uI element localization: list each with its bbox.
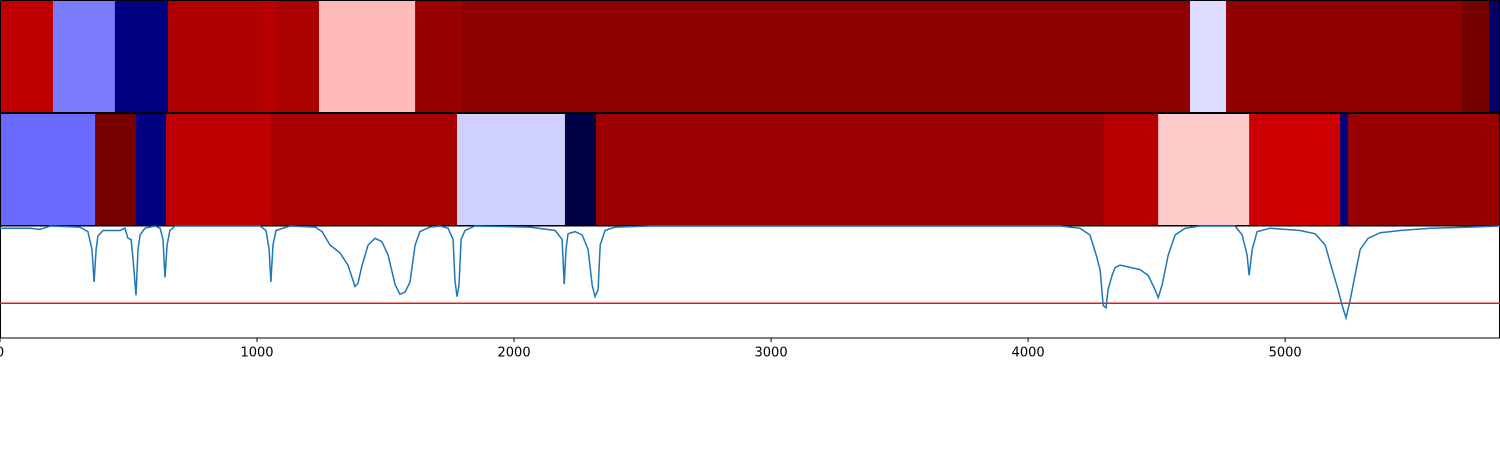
strip-segment xyxy=(456,113,566,225)
x-tick-label: 0 xyxy=(0,346,4,361)
x-tick-label: 3000 xyxy=(755,346,788,361)
strip-segment xyxy=(596,113,1105,225)
strip-segment xyxy=(114,0,169,112)
strip-segment xyxy=(1348,113,1500,225)
strip-segment xyxy=(1226,0,1463,112)
data-line xyxy=(0,225,1500,321)
strip-segment xyxy=(564,113,597,225)
strip-segment xyxy=(168,0,263,112)
x-tick-label: 5000 xyxy=(1269,346,1302,361)
strip-segment xyxy=(1249,113,1341,225)
x-tick-label: 2000 xyxy=(498,346,531,361)
strip-segment xyxy=(415,0,463,112)
x-tick-label: 1000 xyxy=(240,346,273,361)
x-tick-label: 4000 xyxy=(1012,346,1045,361)
line-frame xyxy=(0,225,1500,339)
strip-segment xyxy=(318,0,416,112)
strip-segment xyxy=(261,0,277,112)
strip-segment xyxy=(276,0,320,112)
strip-segment xyxy=(52,0,116,112)
strip-segment xyxy=(1340,113,1349,225)
strip-segment xyxy=(0,113,96,225)
strip-segment xyxy=(0,0,54,112)
strip-segment xyxy=(166,113,272,225)
strip-segment xyxy=(1462,0,1490,112)
strip-segment xyxy=(135,113,167,225)
strip-segment xyxy=(1489,0,1500,112)
strip-segment xyxy=(95,113,137,225)
strip-segment xyxy=(270,113,458,225)
strip-segment xyxy=(462,0,1191,112)
strip-segment xyxy=(1104,113,1159,225)
strip-segment xyxy=(1158,113,1250,225)
strip-segment xyxy=(1190,0,1227,112)
